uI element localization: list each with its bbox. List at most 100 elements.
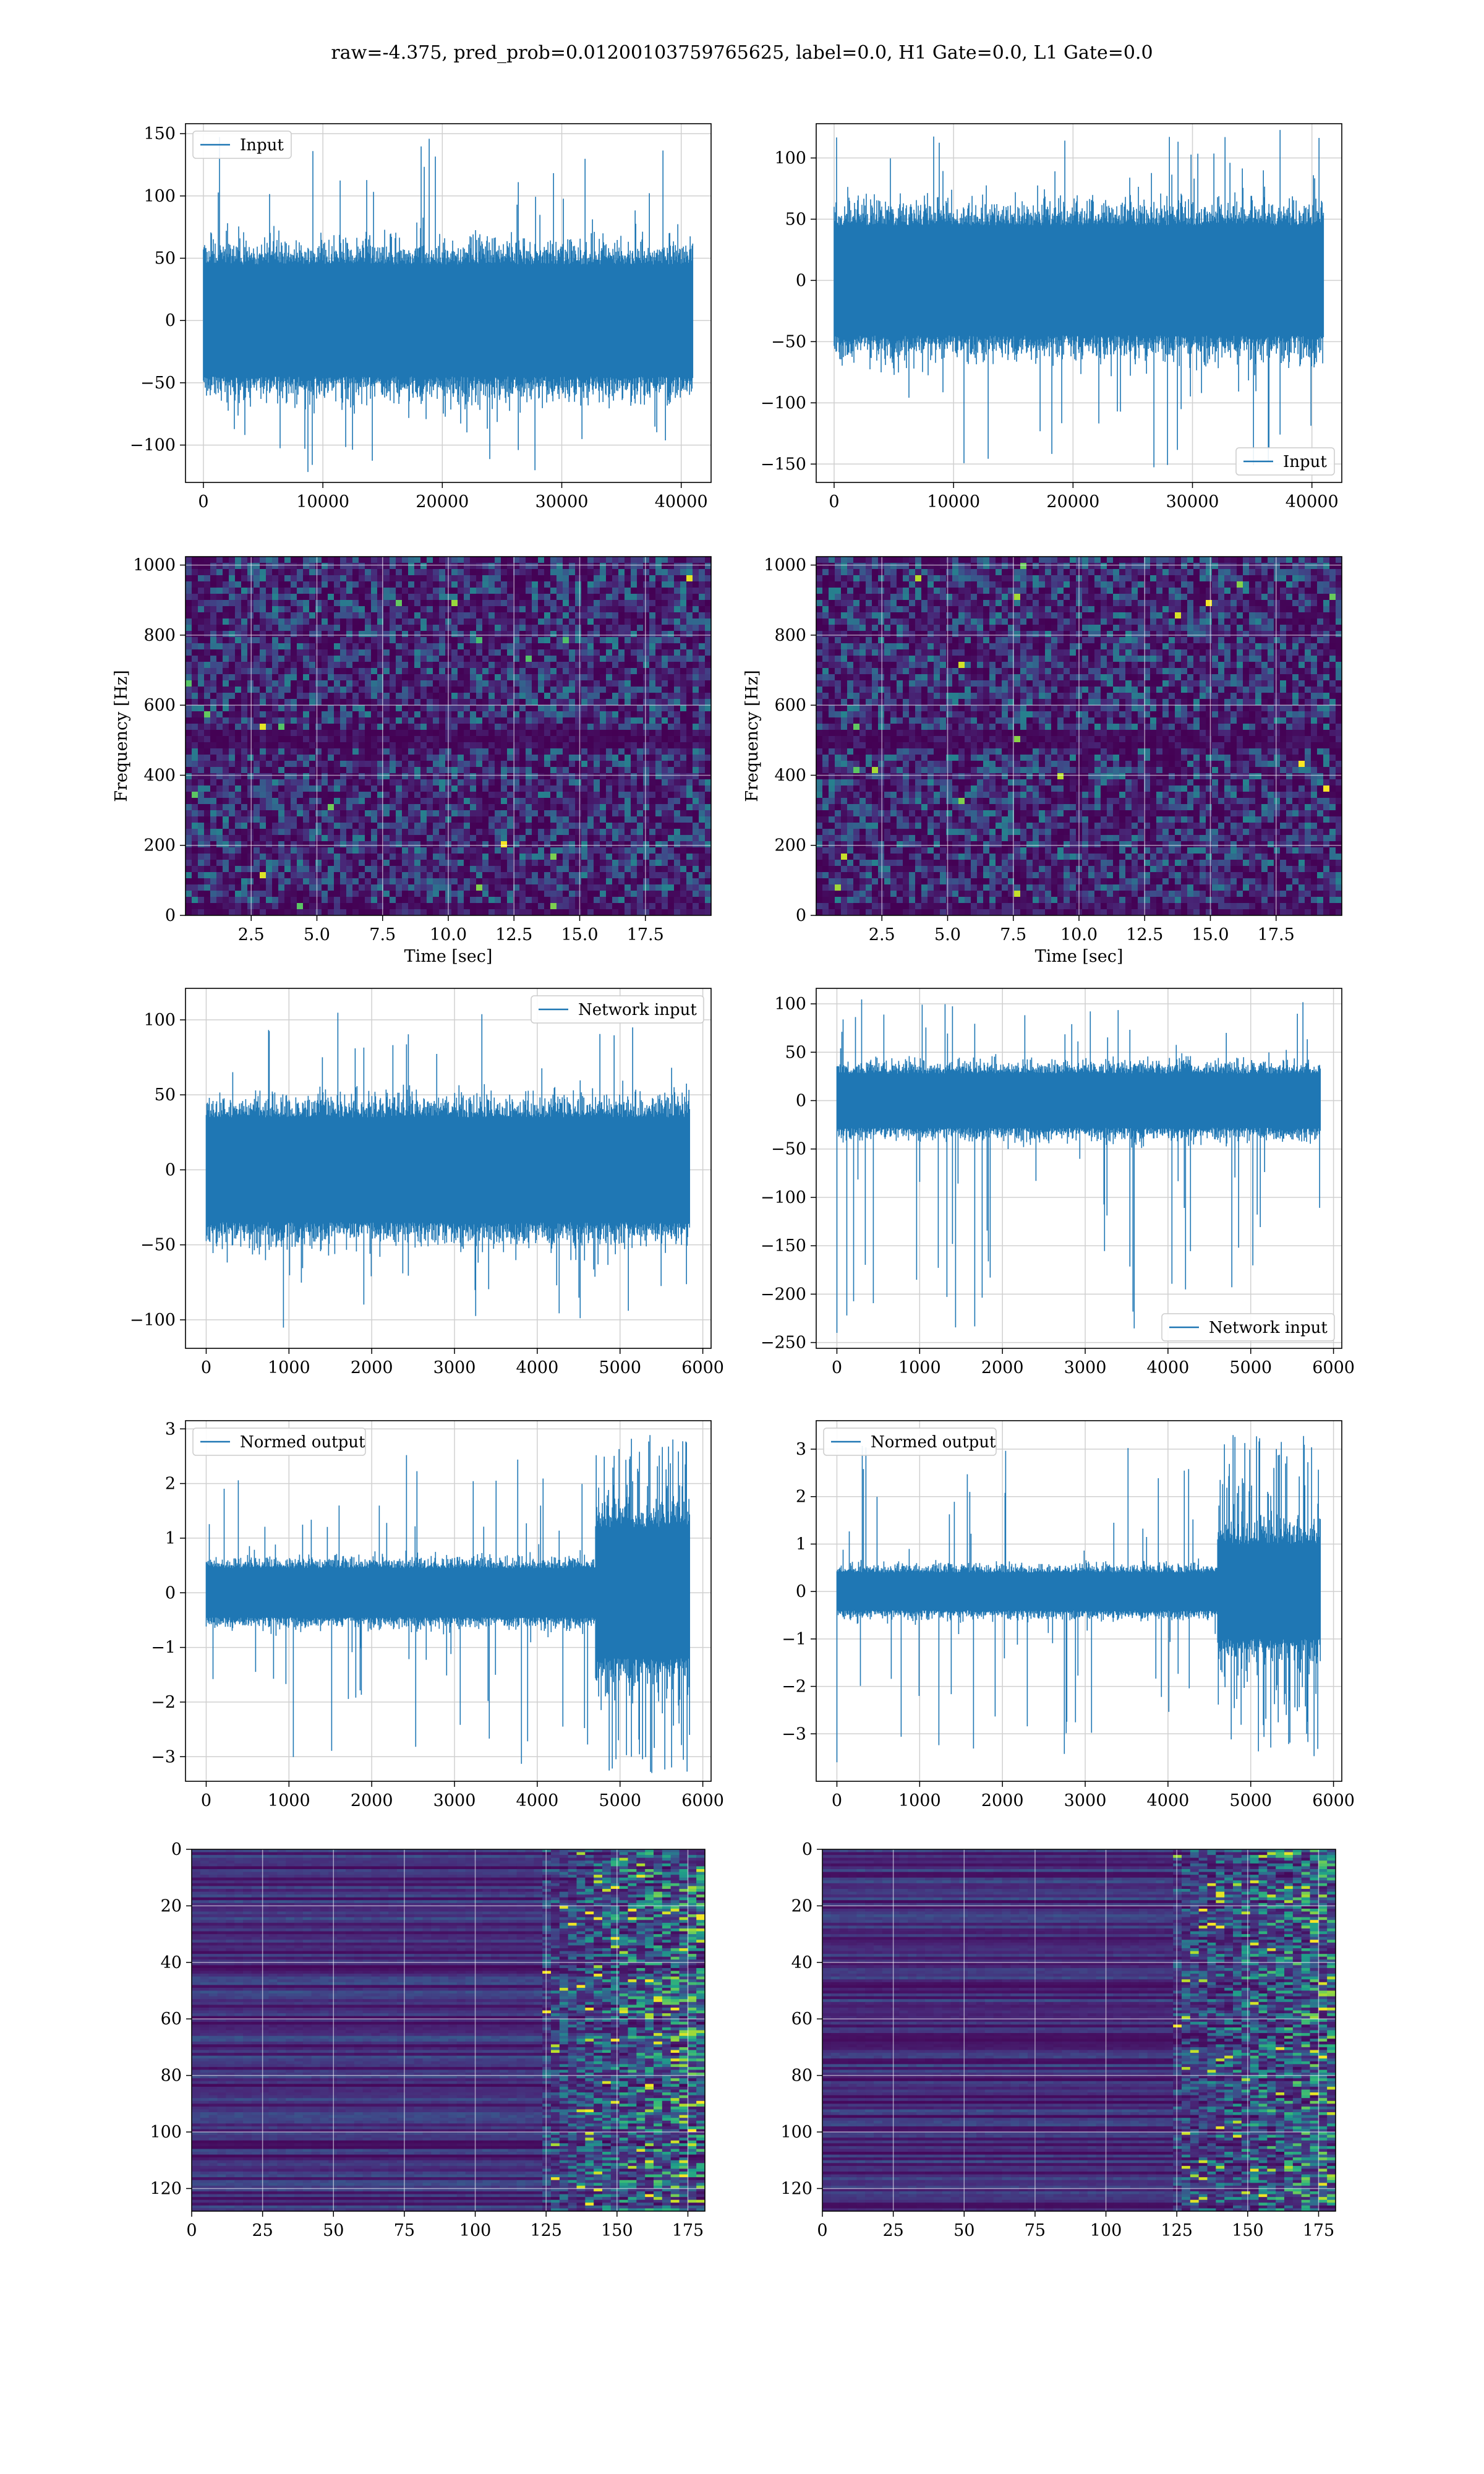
spectrogram-cell	[414, 884, 421, 891]
spectrogram-cell	[705, 761, 712, 768]
spectrogram-cell	[587, 773, 594, 780]
spectrogram-cell	[538, 810, 545, 817]
spectrogram-cell	[427, 705, 433, 712]
spectrogram-cell	[210, 736, 217, 743]
spectrogram-cell	[649, 575, 656, 582]
spectrogram-cell	[204, 761, 211, 768]
spectrogram-cell	[291, 581, 297, 588]
spectrogram-cell	[266, 637, 273, 644]
spectrogram-cell	[674, 872, 681, 879]
spectrogram-cell	[266, 847, 273, 854]
spectrogram-cell	[674, 835, 681, 842]
spectrogram-cell	[192, 656, 198, 662]
spectrogram-cell	[655, 748, 662, 755]
spectrogram-cell	[216, 810, 223, 817]
spectrogram-cell	[556, 736, 563, 743]
spectrogram-cell	[655, 569, 662, 576]
spectrogram-cell	[600, 816, 607, 823]
spectrogram-cell	[575, 798, 582, 805]
spectrogram-cell	[254, 569, 260, 576]
spectrogram-cell	[458, 711, 464, 718]
spectrogram-cell	[649, 860, 656, 867]
spectrogram-cell	[315, 680, 322, 687]
spectrogram-cell	[581, 897, 588, 904]
spectrogram-cell	[538, 563, 545, 570]
spectrogram-cell	[587, 847, 594, 854]
spectrogram-cell	[328, 588, 335, 594]
spectrogram-cell	[359, 792, 365, 798]
spectrogram-cell	[519, 816, 526, 823]
spectrogram-cell	[408, 594, 415, 601]
spectrogram-cell	[451, 680, 458, 687]
spectrogram-cell	[371, 835, 378, 842]
spectrogram-cell	[618, 557, 625, 563]
spectrogram-cell	[649, 804, 656, 811]
spectrogram-cell	[297, 618, 304, 625]
spectrogram-cell	[204, 618, 211, 625]
spectrogram-cell	[235, 779, 242, 786]
spectrogram-cell	[334, 779, 341, 786]
x-tick-label: 0	[829, 492, 839, 511]
spectrogram-cell	[272, 612, 279, 619]
spectrogram-cell	[625, 606, 631, 613]
spectrogram-cell	[383, 637, 390, 644]
spectrogram-cell	[390, 755, 396, 761]
spectrogram-cell	[284, 748, 291, 755]
spectrogram-cell	[315, 823, 322, 829]
spectrogram-cell	[556, 891, 563, 897]
spectrogram-cell	[464, 829, 471, 836]
spectrogram-cell	[482, 612, 489, 619]
spectrogram-cell	[433, 779, 440, 786]
legend-label: Input	[240, 136, 284, 155]
spectrogram-cell	[359, 891, 365, 897]
spectrogram-cell	[192, 674, 198, 681]
spectrogram-cell	[272, 761, 279, 768]
spectrogram-cell	[278, 612, 285, 619]
spectrogram-cell	[495, 891, 501, 897]
spectrogram-cell	[488, 569, 495, 576]
spectrogram-cell	[600, 860, 607, 867]
spectrogram-cell	[204, 872, 211, 879]
spectrogram-cell	[408, 569, 415, 576]
spectrogram-cell	[507, 643, 514, 650]
spectrogram-cell	[476, 860, 483, 867]
spectrogram-cell	[705, 748, 712, 755]
spectrogram-cell	[488, 693, 495, 700]
spectrogram-cell	[420, 649, 427, 656]
spectrogram-cell	[532, 588, 539, 594]
spectrogram-cell	[315, 816, 322, 823]
spectrogram-cell	[532, 705, 539, 712]
spectrogram-cell	[507, 779, 514, 786]
spectrogram-cell	[674, 668, 681, 675]
spectrogram-cell	[186, 680, 192, 687]
spectrogram-cell	[346, 804, 353, 811]
spectrogram-cell	[464, 761, 471, 768]
spectrogram-cell	[340, 872, 347, 879]
spectrogram-cell	[643, 816, 650, 823]
spectrogram-cell	[427, 612, 433, 619]
spectrogram-cell	[507, 872, 514, 879]
spectrogram-cell	[396, 841, 403, 848]
spectrogram-cell	[587, 618, 594, 625]
spectrogram-cell	[575, 903, 582, 910]
spectrogram-cell	[532, 823, 539, 829]
spectrogram-cell	[204, 724, 211, 730]
spectrogram-cell	[439, 866, 446, 873]
spectrogram-cell	[284, 810, 291, 817]
spectrogram-cell	[649, 755, 656, 761]
spectrogram-cell	[210, 575, 217, 582]
spectrogram-cell	[328, 742, 335, 749]
spectrogram-cell	[254, 711, 260, 718]
spectrogram-cell	[192, 829, 198, 836]
spectrogram-cell	[556, 693, 563, 700]
spectrogram-cell	[693, 798, 699, 805]
spectrogram-cell	[705, 755, 712, 761]
spectrogram-cell	[569, 693, 576, 700]
spectrogram-cell	[229, 884, 236, 891]
spectrogram-cell	[476, 581, 483, 588]
spectrogram-cell	[383, 717, 390, 724]
spectrogram-cell	[538, 656, 545, 662]
spectrogram-cell	[594, 897, 600, 904]
spectrogram-cell	[488, 847, 495, 854]
spectrogram-cell	[260, 748, 267, 755]
